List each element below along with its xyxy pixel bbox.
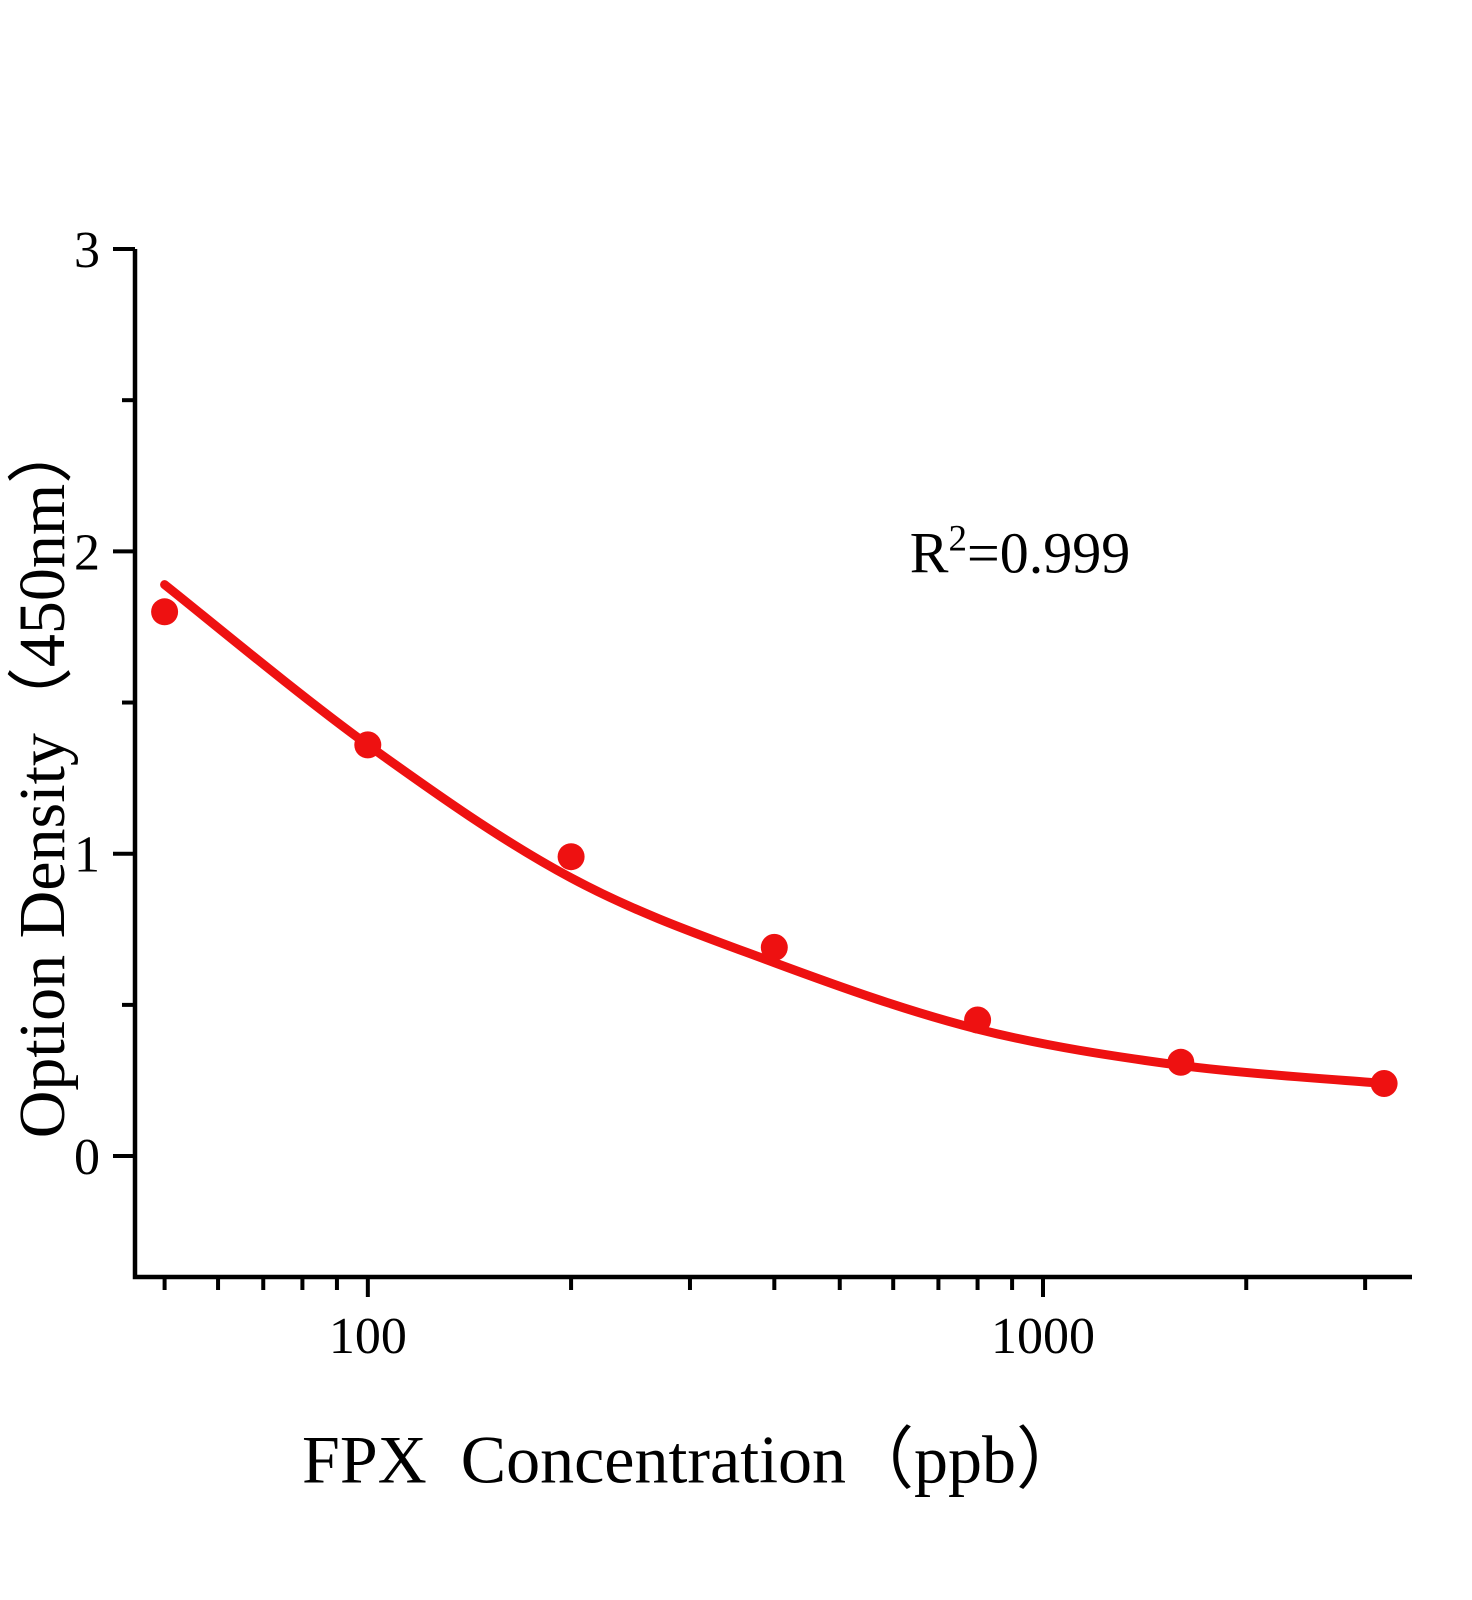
fit-curve-line xyxy=(160,580,1389,1088)
data-point xyxy=(151,598,179,626)
y-tick-label: 3 xyxy=(74,222,100,279)
data-point xyxy=(557,843,585,871)
y-tick-label: 1 xyxy=(74,827,100,884)
data-point xyxy=(1167,1048,1195,1076)
data-point xyxy=(964,1006,992,1034)
data-point xyxy=(760,933,788,961)
axis-frame xyxy=(132,249,1412,1280)
y-tick-label: 0 xyxy=(74,1129,100,1186)
x-tick-label: 100 xyxy=(329,1308,407,1365)
r-squared-base: R xyxy=(909,520,949,586)
data-point xyxy=(1370,1070,1398,1097)
data-point xyxy=(354,731,382,759)
y-axis-title: Option Density（450nm） xyxy=(6,417,79,1139)
x-axis-title: FPX Concentration（ppb） xyxy=(302,1421,1084,1498)
y-tick-label: 2 xyxy=(74,524,100,581)
x-tick-label: 1000 xyxy=(991,1308,1095,1365)
r-squared-annotation: R2=0.999 xyxy=(910,518,1130,587)
r-squared-value: =0.999 xyxy=(966,520,1131,586)
r-squared-superscript: 2 xyxy=(948,518,967,560)
